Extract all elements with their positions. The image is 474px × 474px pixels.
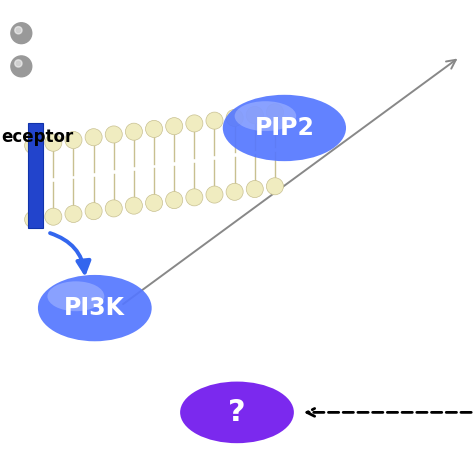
Text: PIP2: PIP2 <box>255 116 314 140</box>
Circle shape <box>65 205 82 222</box>
Text: eceptor: eceptor <box>1 128 73 146</box>
Text: PI3K: PI3K <box>64 296 125 320</box>
Circle shape <box>146 120 163 137</box>
Circle shape <box>226 109 243 127</box>
Circle shape <box>25 211 42 228</box>
Circle shape <box>85 129 102 146</box>
Text: ?: ? <box>228 398 246 427</box>
Ellipse shape <box>38 275 152 341</box>
Circle shape <box>65 131 82 148</box>
Circle shape <box>45 208 62 225</box>
FancyArrowPatch shape <box>50 233 90 273</box>
Circle shape <box>11 56 32 77</box>
Ellipse shape <box>223 95 346 161</box>
Circle shape <box>166 191 183 209</box>
Circle shape <box>246 181 263 198</box>
Circle shape <box>226 183 243 201</box>
Circle shape <box>105 200 122 217</box>
Circle shape <box>186 189 203 206</box>
Circle shape <box>15 27 22 34</box>
Circle shape <box>206 112 223 129</box>
Circle shape <box>206 186 223 203</box>
Circle shape <box>45 134 62 151</box>
Ellipse shape <box>47 282 104 311</box>
Ellipse shape <box>180 382 294 443</box>
Circle shape <box>266 178 283 195</box>
Ellipse shape <box>235 101 296 131</box>
Circle shape <box>125 123 142 140</box>
Circle shape <box>11 23 32 44</box>
Circle shape <box>146 194 163 211</box>
Circle shape <box>125 197 142 214</box>
Circle shape <box>166 118 183 135</box>
Bar <box>28 123 43 228</box>
Circle shape <box>246 107 263 124</box>
Circle shape <box>85 203 102 220</box>
Circle shape <box>15 60 22 67</box>
Circle shape <box>186 115 203 132</box>
Circle shape <box>105 126 122 143</box>
Circle shape <box>266 104 283 121</box>
Circle shape <box>25 137 42 154</box>
